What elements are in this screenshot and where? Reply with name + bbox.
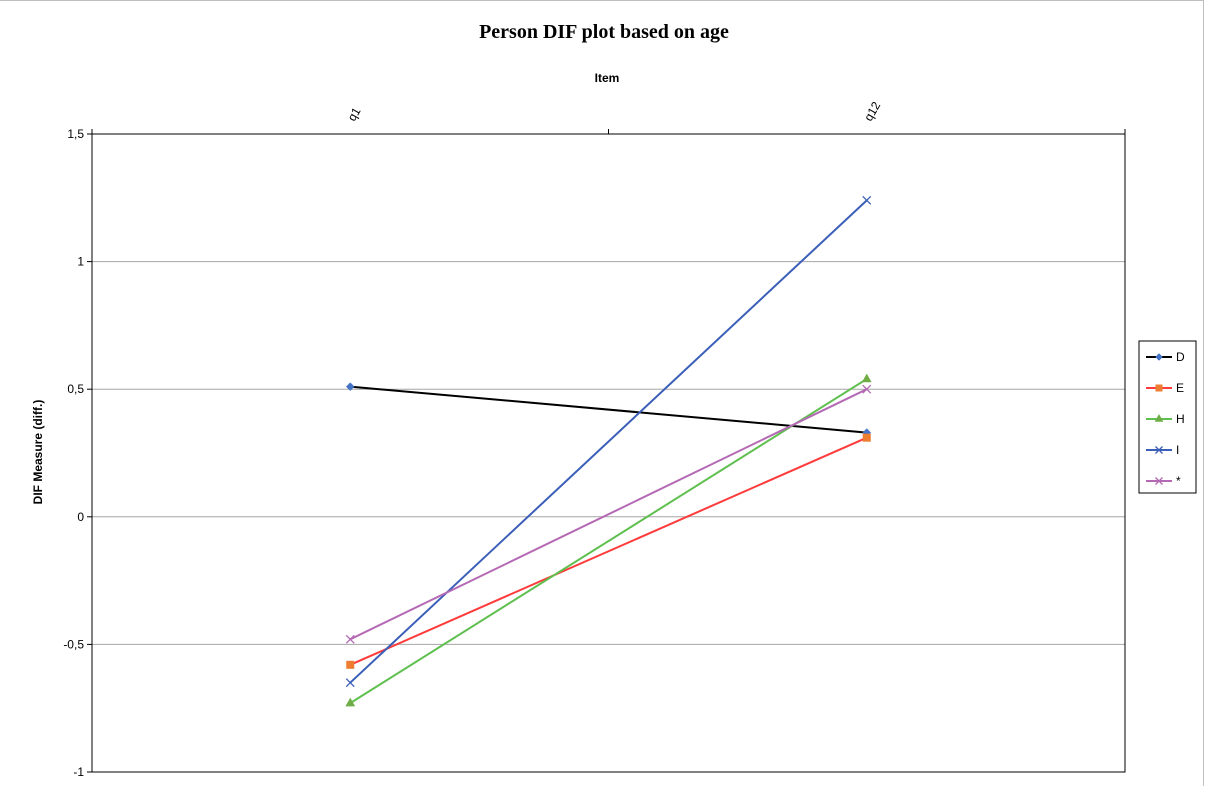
data-point — [1154, 413, 1164, 422]
data-point — [1155, 446, 1163, 454]
y-tick-label: 0,5 — [67, 382, 84, 396]
data-point-stroke — [1155, 477, 1163, 485]
data-point-stroke — [345, 634, 355, 644]
legend-label: E — [1176, 381, 1184, 395]
series-line — [349, 378, 868, 704]
legend: D E H I * — [1138, 340, 1197, 494]
data-point — [862, 433, 871, 442]
legend-label: I — [1176, 443, 1179, 457]
y-tick-label: -0,5 — [63, 637, 84, 651]
x-axis-title: Item — [595, 71, 620, 85]
data-point — [345, 697, 356, 707]
series-D — [345, 382, 872, 437]
x-tick-label: q1 — [345, 105, 364, 124]
plot-border — [91, 133, 1126, 773]
legend-item: * — [1146, 474, 1181, 488]
data-point — [346, 660, 355, 669]
chart-title: Person DIF plot based on age — [479, 21, 729, 43]
legend-label: H — [1176, 412, 1185, 426]
series-line — [349, 199, 868, 684]
data-point — [345, 634, 355, 644]
data-point — [862, 384, 872, 394]
series-E — [346, 433, 871, 669]
series-I — [345, 195, 872, 688]
series-star — [345, 384, 872, 644]
series-line — [349, 388, 868, 641]
y-tick-label: 1,5 — [67, 127, 84, 141]
data-point — [345, 382, 355, 392]
y-tick-label: 1 — [77, 255, 84, 269]
data-point — [345, 678, 355, 688]
legend-item: H — [1146, 412, 1185, 426]
legend-item: E — [1146, 381, 1184, 395]
legend-box — [1138, 340, 1197, 494]
y-tick-label: 0 — [77, 510, 84, 524]
y-tick-label: -1 — [73, 765, 84, 779]
data-point-stroke — [862, 195, 872, 205]
series-line — [349, 436, 868, 666]
data-point — [1155, 384, 1163, 392]
axes: -1 -0,5 0 0,5 1 1,5 q1 q12 — [63, 99, 1126, 779]
data-point-stroke — [345, 678, 355, 688]
series-lines — [345, 195, 872, 707]
data-point — [1155, 353, 1163, 361]
legend-label: * — [1176, 474, 1181, 488]
y-axis-title: DIF Measure (diff.) — [31, 400, 45, 505]
x-tick-label: q12 — [861, 99, 883, 124]
series-H — [345, 373, 872, 707]
legend-item: I — [1146, 443, 1179, 457]
gridlines — [92, 261, 1125, 645]
data-point-stroke — [862, 384, 872, 394]
data-point — [861, 373, 872, 383]
legend-label: D — [1176, 350, 1185, 364]
series-line — [350, 385, 867, 434]
legend-item: D — [1146, 350, 1185, 364]
data-point — [1155, 477, 1163, 485]
data-point — [862, 195, 872, 205]
data-point-stroke — [1155, 446, 1163, 454]
